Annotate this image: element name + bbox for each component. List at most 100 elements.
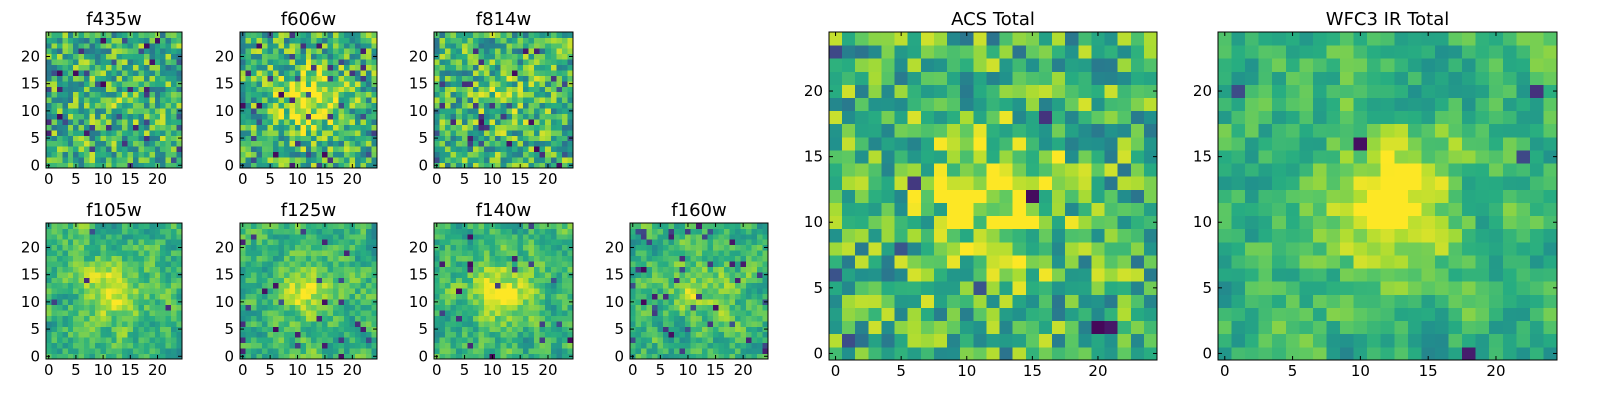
heatmap-cell xyxy=(256,239,263,246)
heatmap-cell xyxy=(506,266,513,273)
heatmap-cell xyxy=(450,129,457,136)
heatmap-cell xyxy=(495,331,502,338)
heatmap-cell xyxy=(105,282,112,289)
heatmap-cell xyxy=(245,299,252,305)
heatmap-cell xyxy=(478,348,485,354)
y-tick-label: 15 xyxy=(409,75,428,93)
heatmap-cell xyxy=(176,293,183,300)
heatmap-cell xyxy=(322,75,329,82)
heatmap-cell xyxy=(539,119,546,125)
heatmap-cell xyxy=(829,294,843,308)
heatmap-cell xyxy=(138,59,145,66)
heatmap-cell xyxy=(881,255,895,269)
heatmap-cell xyxy=(250,53,257,60)
heatmap-cell xyxy=(138,282,145,289)
heatmap-cell xyxy=(522,315,529,322)
heatmap-cell xyxy=(696,353,703,360)
heatmap-cell xyxy=(657,239,664,246)
heatmap-cell xyxy=(478,233,485,240)
heatmap-cell xyxy=(528,108,535,114)
heatmap-cell xyxy=(133,288,139,295)
heatmap-cell xyxy=(327,255,334,262)
heatmap-cell xyxy=(445,223,452,229)
heatmap-cell xyxy=(84,37,90,44)
heatmap-cell xyxy=(657,342,664,349)
heatmap-cell xyxy=(685,304,692,311)
heatmap-cell xyxy=(718,353,725,360)
heatmap-cell xyxy=(947,202,961,217)
heatmap-cell xyxy=(1143,333,1158,348)
heatmap-cell xyxy=(62,75,69,82)
heatmap-cell xyxy=(105,59,112,66)
heatmap-cell xyxy=(122,326,128,333)
heatmap-cell xyxy=(111,86,118,93)
heatmap-cell xyxy=(461,342,468,349)
heatmap-cell xyxy=(289,331,296,338)
heatmap-cell xyxy=(283,342,290,349)
heatmap-cell xyxy=(111,135,118,142)
heatmap-cell xyxy=(894,189,909,203)
heatmap-cell xyxy=(561,108,568,114)
heatmap-cell xyxy=(138,271,145,278)
heatmap-cell xyxy=(116,64,123,71)
heatmap-cell xyxy=(272,255,279,262)
heatmap-cell xyxy=(745,288,752,295)
heatmap-cell xyxy=(450,320,457,327)
y-tick-label: 15 xyxy=(21,266,40,284)
heatmap-cell xyxy=(338,310,345,316)
heatmap-cell xyxy=(316,37,323,44)
heatmap-cell xyxy=(556,353,563,360)
heatmap-cell xyxy=(116,140,123,147)
heatmap-cell xyxy=(550,266,557,273)
heatmap-cell xyxy=(322,299,329,305)
heatmap-cell xyxy=(545,277,552,284)
heatmap-cell xyxy=(366,86,372,93)
heatmap-cell xyxy=(545,337,552,344)
heatmap-cell xyxy=(478,271,485,278)
heatmap-cell xyxy=(762,288,769,295)
heatmap-cell xyxy=(550,59,557,66)
heatmap-cell xyxy=(283,146,290,153)
heatmap-cell xyxy=(105,255,112,262)
heatmap-cell xyxy=(94,108,101,114)
heatmap-cell xyxy=(133,315,139,322)
heatmap-cell xyxy=(89,157,96,163)
heatmap-cell xyxy=(366,261,372,267)
heatmap-cell xyxy=(522,64,529,71)
heatmap-cell xyxy=(84,151,90,158)
heatmap-cell xyxy=(56,91,63,98)
heatmap-cell xyxy=(56,32,63,38)
heatmap-cell xyxy=(283,326,290,333)
heatmap-cell xyxy=(1117,307,1132,322)
heatmap-cell xyxy=(56,75,63,82)
heatmap-cell xyxy=(154,86,161,93)
heatmap-cell xyxy=(668,288,675,295)
heatmap-cell xyxy=(256,97,263,104)
heatmap-cell xyxy=(300,64,307,71)
heatmap-cell xyxy=(478,315,485,322)
heatmap-cell xyxy=(51,129,58,136)
heatmap-cell xyxy=(311,113,318,120)
heatmap-cell xyxy=(495,326,502,333)
heatmap-cell xyxy=(829,241,843,256)
heatmap-cell xyxy=(472,91,479,98)
heatmap-cell xyxy=(445,348,452,354)
heatmap-cell xyxy=(723,250,730,257)
heatmap-cell xyxy=(674,271,681,278)
heatmap-cells xyxy=(240,32,378,169)
heatmap-cell xyxy=(62,140,69,147)
heatmap-cell xyxy=(250,70,257,76)
heatmap-cell xyxy=(517,282,524,289)
heatmap-cell xyxy=(445,32,452,38)
heatmap-cell xyxy=(550,124,557,131)
heatmap-cell xyxy=(701,315,708,322)
heatmap-cell xyxy=(881,189,895,203)
heatmap-cell xyxy=(311,140,318,147)
heatmap-cell xyxy=(272,70,279,76)
heatmap-cell xyxy=(67,108,74,114)
heatmap-cell xyxy=(89,32,96,38)
heatmap-cell xyxy=(545,331,552,338)
heatmap-cell xyxy=(176,37,183,44)
heatmap-cell xyxy=(51,53,58,60)
heatmap-cell xyxy=(122,331,128,338)
